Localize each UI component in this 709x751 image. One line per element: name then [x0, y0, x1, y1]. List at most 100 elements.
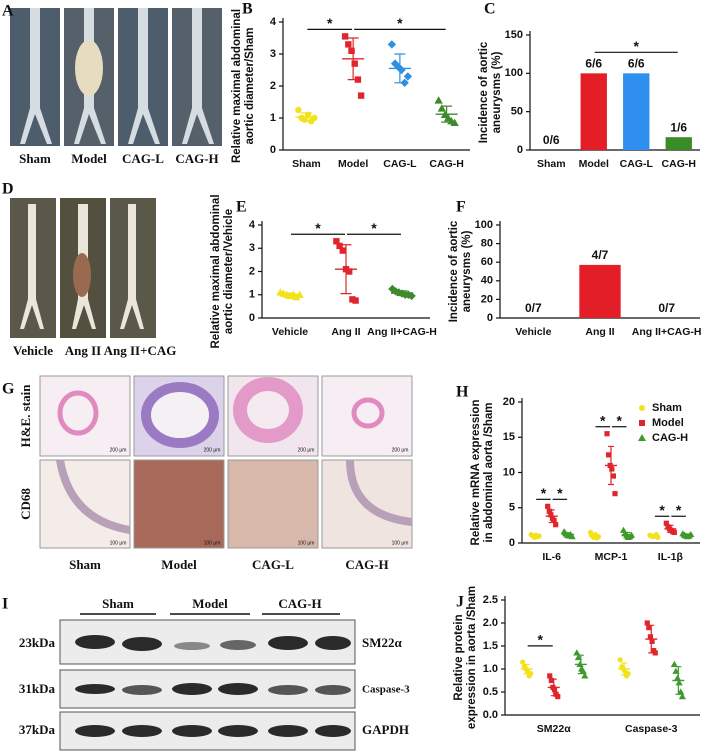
data-point — [555, 694, 561, 700]
data-point — [670, 660, 678, 667]
y-axis-label: aneurysms (%) — [461, 230, 473, 312]
y-tick-label: 100 — [475, 219, 493, 231]
y-tick-label: 15 — [503, 431, 515, 443]
y-tick-label: 4 — [249, 219, 256, 231]
data-point — [548, 512, 554, 518]
y-tick-label: 1.5 — [483, 640, 498, 652]
panel-label: B — [242, 1, 253, 18]
y-tick-label: 100 — [505, 67, 523, 79]
scale-bar: 200 μm — [298, 447, 315, 453]
caption: Ang II+CAG — [104, 343, 177, 358]
data-point — [568, 533, 576, 540]
data-point — [573, 649, 581, 656]
significance-label: * — [600, 412, 606, 428]
x-tick-label: Vehicle — [272, 326, 308, 338]
caption: Vehicle — [13, 343, 53, 358]
significance-label: * — [371, 220, 377, 236]
error-bar — [675, 666, 682, 695]
y-axis-label: aneurysms (%) — [491, 51, 503, 133]
caption: Ang II — [65, 343, 102, 358]
y-axis-label: Incidence of aortic — [478, 41, 490, 143]
bar — [665, 137, 692, 150]
y-tick-label: 20 — [481, 293, 493, 305]
group-label: Model — [192, 596, 228, 611]
photo-panel-a: A Sham Model CAG-L CAG-H — [2, 3, 222, 166]
x-tick-label: Vehicle — [515, 326, 551, 338]
data-point — [551, 687, 558, 693]
data-point — [520, 659, 526, 665]
x-tick-label: Sham — [292, 158, 321, 170]
panel-label: J — [456, 594, 464, 611]
legend-marker — [639, 420, 645, 426]
data-point — [551, 517, 557, 524]
error-bar — [394, 53, 406, 84]
legend-marker — [639, 405, 645, 411]
data-point — [311, 114, 318, 122]
y-axis-label: Relative maximal abdominal — [210, 194, 222, 348]
scale-bar: 200 μm — [204, 447, 221, 453]
data-point — [352, 297, 359, 304]
error-bar — [683, 533, 690, 538]
panel-label: I — [2, 596, 8, 613]
significance-label: * — [634, 38, 640, 54]
scale-bar: 100 μm — [204, 540, 221, 546]
y-tick-label: 20 — [503, 396, 515, 408]
weight-label: 23kDa — [19, 635, 56, 650]
error-bar — [523, 663, 530, 675]
y-tick-label: 1 — [270, 112, 276, 124]
error-bar — [577, 654, 584, 675]
data-point — [339, 247, 346, 254]
error-bar — [667, 524, 674, 534]
x-tick-label: CAG-H — [429, 158, 463, 170]
data-point — [609, 466, 615, 472]
panel-label: D — [2, 181, 14, 198]
y-tick-label: 0 — [517, 144, 523, 156]
x-tick-label: Caspase-3 — [625, 723, 678, 735]
error-bar — [347, 37, 359, 81]
error-bar — [396, 290, 408, 297]
scale-bar: 100 μm — [392, 540, 409, 546]
data-point — [341, 33, 349, 40]
y-axis-label: expression in aorta /Sham — [466, 586, 478, 729]
data-point — [553, 522, 559, 528]
data-point — [333, 238, 340, 245]
y-axis-label: Relative maximal abdominal — [231, 9, 243, 163]
x-tick-label: Ang II — [585, 326, 614, 338]
data-point — [604, 431, 610, 437]
y-tick-label: 40 — [481, 275, 493, 287]
y-axis-label: Relative protein — [453, 614, 465, 700]
scale-bar: 200 μm — [392, 447, 409, 453]
data-point — [348, 47, 355, 54]
significance-label: * — [397, 15, 403, 31]
y-axis-label: in abdominal aorta /Sham — [483, 403, 495, 543]
error-bar — [621, 662, 628, 676]
scale-bar: 100 μm — [298, 540, 315, 546]
y-axis-label: aortic diameter/Vehicle — [223, 209, 235, 334]
histology-panel-g: G H&E. stain CD68 200 μm 200 μm 200 μm 2… — [2, 375, 413, 572]
error-bar — [340, 244, 352, 295]
x-tick-label: IL-1β — [658, 551, 684, 563]
data-point — [617, 657, 623, 663]
error-bar — [650, 534, 657, 538]
data-point — [548, 677, 554, 684]
caption: Sham — [19, 151, 51, 166]
x-tick-label: MCP-1 — [595, 551, 628, 563]
x-tick-label: Ang II — [331, 326, 360, 338]
panel-label: H — [456, 384, 469, 401]
x-tick-label: CAG-H — [662, 158, 696, 170]
legend-label: Sham — [652, 402, 682, 414]
significance-label: * — [537, 632, 543, 648]
protein-label: GAPDH — [362, 722, 409, 737]
error-bar — [548, 509, 555, 524]
y-tick-label: 5 — [509, 502, 515, 514]
data-point — [581, 672, 589, 679]
significance-label: * — [557, 485, 563, 501]
error-bar — [300, 112, 312, 122]
panel-label: A — [2, 3, 14, 20]
y-tick-label: 2.5 — [483, 594, 498, 606]
caption: CAG-H — [345, 557, 388, 572]
data-point — [434, 96, 443, 104]
y-tick-label: 1 — [249, 289, 255, 301]
caption: CAG-L — [252, 557, 294, 572]
